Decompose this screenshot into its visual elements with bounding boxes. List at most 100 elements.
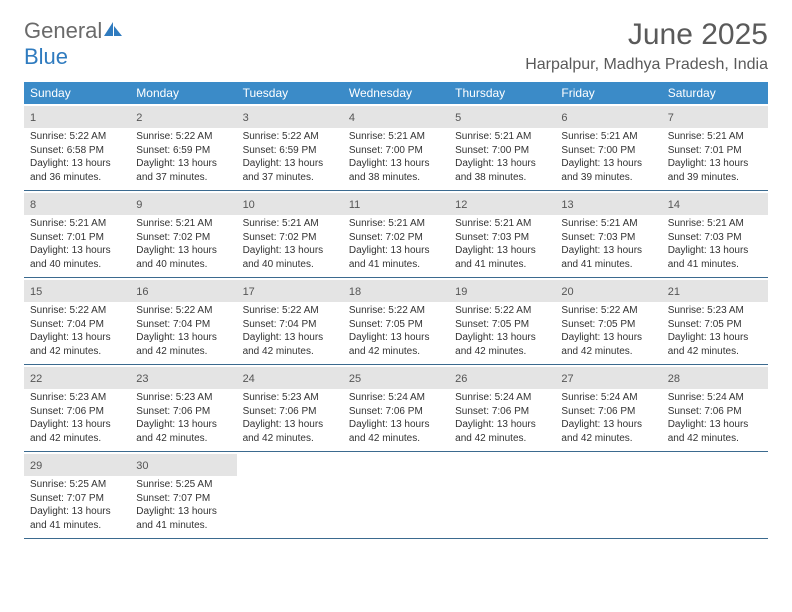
calendar-day-cell: 21Sunrise: 5:23 AMSunset: 7:05 PMDayligh…: [662, 278, 768, 364]
calendar-day-cell: 25 Sunrise: 5:24 AMSunset: 7:06 PMDayligh…: [343, 365, 449, 451]
day-number: 19: [455, 286, 467, 298]
day-number: 6: [561, 112, 567, 124]
day-info-line: Daylight: 13 hours: [349, 418, 443, 432]
day-number: 28: [668, 373, 680, 385]
day-number-bar: 19: [449, 280, 555, 302]
day-info-line: Daylight: 13 hours: [561, 331, 655, 345]
day-number: 23: [136, 373, 148, 385]
day-info-line: and 42 minutes.: [561, 345, 655, 359]
calendar-header-cell: Tuesday: [237, 82, 343, 104]
day-info-line: Daylight: 13 hours: [455, 244, 549, 258]
day-info-line: Daylight: 13 hours: [561, 418, 655, 432]
day-number: 29: [30, 460, 42, 472]
logo-text-gray: General: [24, 18, 102, 43]
day-info-line: and 42 minutes.: [668, 432, 762, 446]
day-info-line: and 42 minutes.: [30, 345, 124, 359]
day-number-bar: 14: [662, 193, 768, 215]
calendar-day-cell: 3Sunrise: 5:22 AMSunset: 6:59 PMDaylight…: [237, 104, 343, 190]
day-number-bar: 29: [24, 454, 130, 476]
day-info-line: Daylight: 13 hours: [243, 157, 337, 171]
day-info-line: Sunrise: 5:21 AM: [243, 217, 337, 231]
day-info-line: Sunrise: 5:24 AM: [561, 391, 655, 405]
day-number-bar: 7: [662, 106, 768, 128]
day-number-bar: 24: [237, 367, 343, 389]
day-number-bar: 5: [449, 106, 555, 128]
day-info-line: Daylight: 13 hours: [30, 418, 124, 432]
calendar-day-cell: 14Sunrise: 5:21 AMSunset: 7:03 PMDayligh…: [662, 191, 768, 277]
day-info-line: Sunset: 7:06 PM: [30, 405, 124, 419]
day-info-line: Sunrise: 5:22 AM: [243, 304, 337, 318]
day-number-bar: 26: [449, 367, 555, 389]
day-info-line: and 37 minutes.: [136, 171, 230, 185]
calendar-day-cell: 22 Sunrise: 5:23 AMSunset: 7:06 PMDayligh…: [24, 365, 130, 451]
day-number-bar: 18: [343, 280, 449, 302]
calendar-day-cell: 9Sunrise: 5:21 AMSunset: 7:02 PMDaylight…: [130, 191, 236, 277]
calendar-header-cell: Wednesday: [343, 82, 449, 104]
day-number: 12: [455, 199, 467, 211]
day-number: 13: [561, 199, 573, 211]
day-info-line: Daylight: 13 hours: [136, 505, 230, 519]
day-info-line: and 42 minutes.: [561, 432, 655, 446]
day-info-line: and 42 minutes.: [349, 345, 443, 359]
day-info-line: and 40 minutes.: [136, 258, 230, 272]
day-info-line: Sunrise: 5:24 AM: [349, 391, 443, 405]
calendar-day-cell: [237, 452, 343, 538]
day-info-line: Sunset: 7:05 PM: [349, 318, 443, 332]
day-info-line: Sunrise: 5:23 AM: [30, 391, 124, 405]
calendar-day-cell: 27Sunrise: 5:24 AMSunset: 7:06 PMDayligh…: [555, 365, 661, 451]
day-info-line: Sunset: 7:05 PM: [561, 318, 655, 332]
calendar-day-cell: 24Sunrise: 5:23 AMSunset: 7:06 PMDayligh…: [237, 365, 343, 451]
day-number: 9: [136, 199, 142, 211]
day-number: 26: [455, 373, 467, 385]
day-number-bar: 9: [130, 193, 236, 215]
calendar-day-cell: 28Sunrise: 5:24 AMSunset: 7:06 PMDayligh…: [662, 365, 768, 451]
day-info-line: Sunrise: 5:23 AM: [136, 391, 230, 405]
day-info-line: Sunset: 7:03 PM: [561, 231, 655, 245]
calendar-day-cell: 15Sunrise: 5:22 AMSunset: 7:04 PMDayligh…: [24, 278, 130, 364]
day-info-line: Sunset: 7:07 PM: [30, 492, 124, 506]
day-number: 5: [455, 112, 461, 124]
day-number: 1: [30, 112, 36, 124]
day-info-line: and 40 minutes.: [243, 258, 337, 272]
calendar-day-cell: 1Sunrise: 5:22 AMSunset: 6:58 PMDaylight…: [24, 104, 130, 190]
day-number: 30: [136, 460, 148, 472]
day-number: 21: [668, 286, 680, 298]
day-info-line: Sunrise: 5:24 AM: [668, 391, 762, 405]
day-number-bar: 25: [343, 367, 449, 389]
day-info-line: Sunset: 7:01 PM: [668, 144, 762, 158]
day-number: 17: [243, 286, 255, 298]
day-number: 7: [668, 112, 674, 124]
day-info-line: Sunset: 7:04 PM: [243, 318, 337, 332]
day-info-line: Daylight: 13 hours: [349, 157, 443, 171]
day-info-line: and 40 minutes.: [30, 258, 124, 272]
calendar-day-cell: [662, 452, 768, 538]
day-info-line: Daylight: 13 hours: [561, 157, 655, 171]
day-info-line: Sunrise: 5:21 AM: [561, 217, 655, 231]
day-info-line: Daylight: 13 hours: [136, 418, 230, 432]
day-info-line: Daylight: 13 hours: [30, 331, 124, 345]
day-info-line: Daylight: 13 hours: [136, 157, 230, 171]
title-block: June 2025 Harpalpur, Madhya Pradesh, Ind…: [525, 18, 768, 74]
month-title: June 2025: [525, 18, 768, 52]
day-info-line: Daylight: 13 hours: [243, 418, 337, 432]
day-info-line: Daylight: 13 hours: [668, 331, 762, 345]
calendar-header-row: SundayMondayTuesdayWednesdayThursdayFrid…: [24, 82, 768, 104]
calendar-day-cell: 20Sunrise: 5:22 AMSunset: 7:05 PMDayligh…: [555, 278, 661, 364]
day-info-line: and 42 minutes.: [349, 432, 443, 446]
day-info-line: Sunset: 7:00 PM: [561, 144, 655, 158]
day-info-line: Sunset: 7:06 PM: [455, 405, 549, 419]
day-number-bar: 8: [24, 193, 130, 215]
day-info-line: Sunrise: 5:22 AM: [243, 130, 337, 144]
day-info-line: Sunrise: 5:21 AM: [349, 130, 443, 144]
day-info-line: Sunrise: 5:21 AM: [668, 217, 762, 231]
day-number-bar: 16: [130, 280, 236, 302]
day-number-bar: 28: [662, 367, 768, 389]
day-info-line: Sunrise: 5:21 AM: [30, 217, 124, 231]
day-info-line: Sunset: 7:06 PM: [349, 405, 443, 419]
day-number-bar: 22: [24, 367, 130, 389]
day-info-line: and 41 minutes.: [455, 258, 549, 272]
day-number: 24: [243, 373, 255, 385]
calendar-day-cell: 30Sunrise: 5:25 AMSunset: 7:07 PMDayligh…: [130, 452, 236, 538]
day-info-line: and 42 minutes.: [136, 432, 230, 446]
logo: GeneralBlue: [24, 18, 124, 70]
